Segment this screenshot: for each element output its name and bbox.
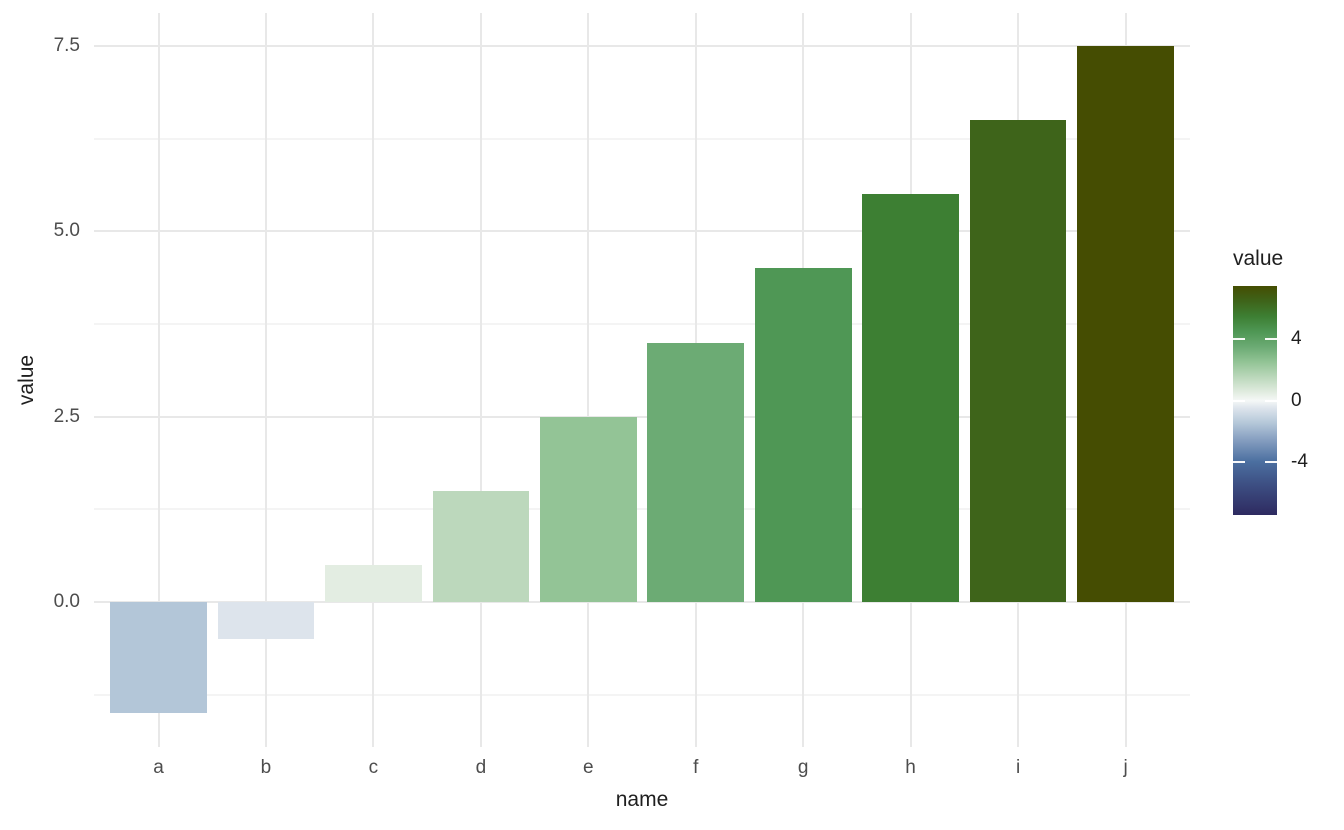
x-tick-label: i [1015, 757, 1021, 778]
bar-g [754, 268, 852, 602]
x-tick-label: f [693, 757, 699, 778]
vertical-gridline [587, 13, 590, 747]
bar-b [217, 602, 315, 640]
y-tick-label: 7.5 [53, 35, 80, 56]
bar-i [969, 120, 1067, 602]
legend-tick-label: -4 [1291, 450, 1308, 472]
bar-e [539, 416, 637, 602]
major-gridline [94, 415, 1190, 418]
x-tick-label: e [583, 757, 594, 778]
x-tick-label: a [153, 757, 164, 778]
bar-a [110, 602, 207, 714]
major-gridline [94, 230, 1190, 233]
legend-tick-mark [1265, 460, 1277, 463]
bar-j [1077, 46, 1174, 602]
legend-tick-mark [1233, 460, 1245, 463]
vertical-gridline [264, 13, 267, 747]
legend-tick-mark [1233, 399, 1245, 402]
minor-gridline [94, 693, 1190, 696]
x-tick-label: j [1123, 757, 1128, 778]
plot-panel [94, 13, 1190, 747]
legend-tick-label: 0 [1291, 389, 1302, 411]
y-axis-title: value [15, 354, 38, 406]
x-tick-label: b [260, 757, 272, 778]
legend-tick-label: 4 [1291, 328, 1302, 350]
legend-tick-mark [1265, 338, 1277, 341]
y-tick-label: 0.0 [53, 591, 80, 612]
x-axis-title: name [615, 788, 669, 811]
minor-gridline [94, 323, 1190, 325]
vertical-gridline [372, 13, 375, 747]
minor-gridline [94, 137, 1190, 140]
bar-h [862, 194, 959, 602]
x-tick-label: h [905, 757, 916, 778]
y-tick-label: 5.0 [53, 220, 80, 242]
vertical-gridline [157, 13, 160, 747]
major-gridline [94, 601, 1190, 603]
x-tick-label: g [797, 757, 809, 778]
bar-f [647, 342, 745, 602]
x-tick-label: d [475, 757, 487, 778]
vertical-gridline [479, 13, 482, 747]
x-tick-label: c [368, 757, 379, 778]
y-tick-label: 2.5 [53, 405, 80, 427]
legend-tick-mark [1265, 399, 1277, 402]
legend-title: value [1233, 247, 1284, 270]
bar-d [432, 490, 530, 602]
bar-c [325, 564, 422, 602]
minor-gridline [94, 508, 1190, 511]
major-gridline [94, 45, 1190, 47]
legend-tick-mark [1233, 338, 1245, 341]
